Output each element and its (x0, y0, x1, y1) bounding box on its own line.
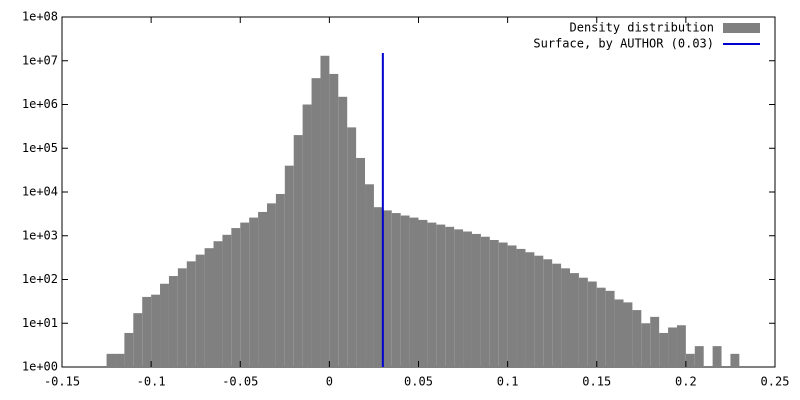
bar (454, 229, 464, 367)
bar (516, 248, 526, 367)
bar (400, 215, 410, 367)
bar (632, 310, 642, 367)
bar (525, 252, 535, 367)
bar (177, 268, 187, 367)
bar (480, 236, 490, 367)
bar (168, 276, 178, 367)
bar (266, 203, 276, 367)
bar (409, 217, 419, 367)
bar (507, 245, 517, 367)
bar (623, 302, 633, 367)
y-tick-label: 1e+08 (22, 10, 58, 24)
bar (142, 296, 152, 367)
bar (186, 261, 196, 367)
bar (133, 313, 143, 367)
x-tick-label: -0.1 (137, 375, 166, 389)
legend-swatch (723, 23, 760, 33)
bar (365, 184, 374, 367)
x-tick-label: 0 (326, 375, 333, 389)
bar (231, 228, 241, 367)
y-tick-label: 1e+01 (22, 316, 58, 330)
bar (614, 299, 624, 367)
bar (668, 327, 677, 367)
bar (329, 73, 339, 368)
x-tick-label: 0.15 (582, 375, 611, 389)
bar (463, 231, 472, 367)
bar (213, 241, 223, 367)
bar (391, 213, 401, 367)
bar (115, 353, 125, 367)
bar (685, 353, 695, 367)
bar (106, 353, 116, 367)
y-tick-label: 1e+03 (22, 228, 58, 242)
bar (204, 248, 214, 367)
bar (258, 211, 267, 367)
x-tick-label: 0.25 (761, 375, 790, 389)
x-tick-label: -0.15 (44, 375, 80, 389)
bar (498, 242, 508, 367)
legend-label: Density distribution (570, 21, 715, 35)
bar (694, 346, 704, 367)
bar (356, 157, 366, 367)
bar (418, 219, 428, 367)
x-tick-label: -0.05 (222, 375, 258, 389)
x-tick-label: 0.1 (497, 375, 519, 389)
bar (650, 316, 660, 367)
bar (195, 254, 205, 367)
y-tick-label: 1e+04 (22, 185, 58, 199)
bar (302, 104, 312, 367)
y-tick-label: 1e+07 (22, 53, 58, 67)
bar (534, 255, 544, 367)
bar (124, 332, 134, 367)
y-tick-label: 1e+05 (22, 141, 58, 155)
bar (543, 259, 553, 367)
bar (730, 353, 740, 367)
bar (347, 127, 357, 367)
bar (578, 277, 588, 367)
y-tick-label: 1e+06 (22, 97, 58, 111)
x-tick-label: 0.2 (675, 375, 697, 389)
bar (552, 263, 562, 367)
bar (659, 332, 669, 367)
bar (382, 210, 392, 367)
bar (561, 268, 571, 367)
x-tick-label: 0.05 (404, 375, 433, 389)
bar (151, 294, 161, 367)
bar (293, 135, 303, 367)
bar (338, 96, 348, 367)
legend-label: Surface, by AUTHOR (0.03) (533, 37, 714, 51)
bar (240, 222, 250, 367)
bar (445, 226, 455, 367)
y-tick-label: 1e+00 (22, 360, 58, 374)
bar (320, 55, 330, 367)
bar (284, 165, 294, 367)
bar (605, 290, 615, 367)
bar (249, 217, 259, 367)
bar (641, 323, 651, 367)
bar (570, 273, 579, 367)
bar (712, 346, 722, 367)
bar (436, 224, 446, 367)
y-tick-label: 1e+02 (22, 272, 58, 286)
bar (489, 239, 499, 367)
bar (222, 234, 232, 367)
bar (160, 283, 169, 367)
bar (373, 207, 383, 367)
bar (275, 194, 285, 367)
bar (471, 233, 481, 367)
bar (587, 281, 597, 367)
bar (596, 287, 606, 367)
bar (676, 325, 686, 367)
bar (427, 222, 437, 367)
bar (311, 78, 321, 367)
